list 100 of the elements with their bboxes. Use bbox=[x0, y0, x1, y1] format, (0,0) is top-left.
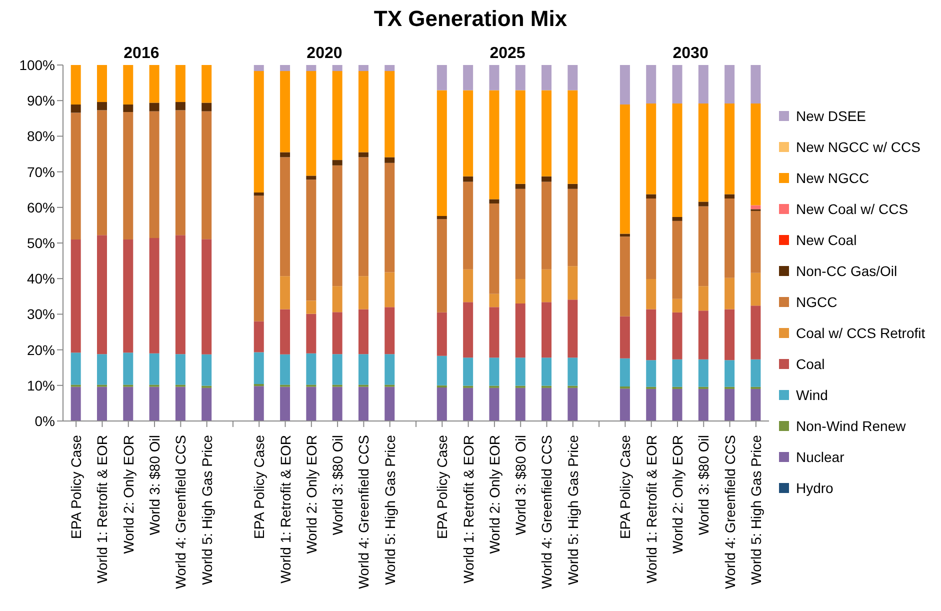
bar bbox=[489, 90, 500, 200]
y-tick-label: 30% bbox=[26, 306, 55, 322]
bar bbox=[724, 198, 735, 278]
bar bbox=[646, 198, 656, 279]
x-tick-label: World 2: Only EOR bbox=[486, 435, 502, 554]
legend-label: New Coal w/ CCS bbox=[796, 200, 908, 216]
bar bbox=[149, 353, 160, 385]
bar bbox=[750, 65, 761, 104]
bar bbox=[384, 71, 395, 158]
bar bbox=[463, 90, 474, 176]
x-tick-label: World 3: $80 Oil bbox=[512, 435, 529, 536]
y-tick-label: 90% bbox=[26, 92, 55, 109]
bar bbox=[542, 358, 552, 386]
bar bbox=[149, 238, 160, 354]
bar bbox=[646, 388, 656, 421]
x-tick-label: World 3: $80 Oil bbox=[696, 435, 712, 536]
bar bbox=[698, 359, 708, 387]
bar bbox=[489, 294, 500, 308]
legend-label: New NGCC w/ CCS bbox=[796, 138, 920, 154]
bar bbox=[542, 90, 552, 176]
bar bbox=[96, 110, 107, 236]
bar bbox=[620, 358, 630, 386]
bar bbox=[515, 358, 526, 386]
bar bbox=[202, 388, 212, 421]
bar bbox=[515, 90, 526, 184]
x-tick-label: World 4: Greenfield CCS bbox=[722, 435, 738, 589]
legend-label: Nuclear bbox=[796, 448, 844, 464]
bar bbox=[489, 388, 500, 421]
legend-label: NGCC bbox=[796, 294, 838, 310]
bar bbox=[542, 302, 552, 358]
bar bbox=[332, 160, 342, 166]
bar bbox=[463, 65, 474, 90]
bar bbox=[202, 65, 212, 103]
bar bbox=[620, 104, 630, 234]
bar bbox=[436, 388, 447, 421]
bar bbox=[542, 182, 552, 270]
x-tick-label: World 4: Greenfield CCS bbox=[172, 435, 189, 589]
bar bbox=[280, 276, 290, 310]
bar bbox=[724, 388, 735, 421]
bar bbox=[489, 358, 500, 386]
bar bbox=[436, 216, 447, 220]
bar bbox=[515, 65, 526, 90]
bar bbox=[515, 388, 526, 421]
bar bbox=[384, 386, 395, 421]
bar bbox=[358, 354, 368, 385]
bar bbox=[750, 103, 761, 206]
bar bbox=[384, 307, 395, 354]
bar bbox=[436, 385, 447, 388]
bar bbox=[568, 388, 578, 421]
y-tick-label: 10% bbox=[26, 377, 55, 394]
bar bbox=[149, 65, 160, 103]
bar bbox=[280, 65, 290, 72]
bar bbox=[384, 157, 395, 163]
bar bbox=[358, 309, 368, 354]
bar bbox=[123, 112, 134, 240]
bar bbox=[724, 360, 735, 387]
bar bbox=[202, 111, 212, 240]
bar bbox=[175, 386, 186, 421]
x-tick-label: World 3: $80 Oil bbox=[330, 435, 346, 536]
bar bbox=[672, 298, 682, 312]
legend-label: Hydro bbox=[796, 480, 834, 496]
y-tick-label: 60% bbox=[26, 199, 55, 216]
bar bbox=[568, 300, 578, 358]
bar bbox=[123, 386, 134, 421]
bar bbox=[436, 219, 447, 312]
legend-label: Non-CC Gas/Oil bbox=[796, 262, 898, 278]
bar bbox=[332, 386, 342, 421]
bar bbox=[463, 302, 474, 358]
bar bbox=[358, 71, 368, 152]
bar bbox=[620, 386, 630, 389]
x-tick-label: World 1: Retrofit & EOR bbox=[643, 435, 660, 584]
bar bbox=[280, 309, 290, 354]
bar bbox=[750, 272, 761, 306]
bar bbox=[646, 194, 656, 198]
bar bbox=[70, 65, 81, 105]
bar bbox=[96, 235, 107, 354]
bar bbox=[175, 235, 186, 354]
bar bbox=[332, 165, 342, 286]
bar bbox=[542, 388, 552, 421]
bar bbox=[698, 206, 708, 286]
bar bbox=[358, 152, 368, 158]
bar bbox=[463, 269, 474, 302]
bar bbox=[70, 239, 81, 353]
bar bbox=[672, 103, 682, 218]
bar bbox=[280, 386, 290, 421]
bar bbox=[384, 354, 395, 385]
bar bbox=[463, 358, 474, 386]
bar bbox=[489, 307, 500, 358]
bar bbox=[672, 217, 682, 221]
bar bbox=[489, 203, 500, 294]
bar bbox=[332, 286, 342, 312]
bar bbox=[724, 65, 735, 104]
y-tick-label: 40% bbox=[26, 270, 55, 287]
bar bbox=[384, 162, 395, 272]
bar bbox=[70, 386, 81, 421]
bar bbox=[568, 358, 578, 386]
bar bbox=[436, 356, 447, 386]
bar bbox=[698, 388, 708, 421]
text: 2020 bbox=[306, 45, 342, 62]
bar bbox=[620, 236, 630, 316]
